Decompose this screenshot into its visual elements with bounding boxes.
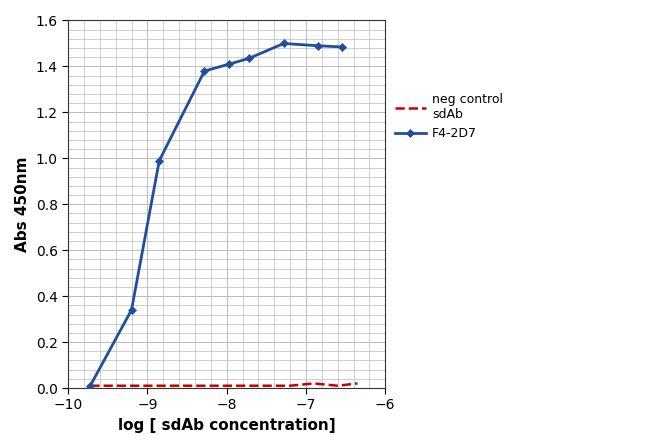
Line: neg control
sdAb: neg control sdAb (90, 383, 358, 386)
F4-2D7 (245, 56, 253, 61)
neg control
sdAb (263, 383, 270, 388)
F4-2D7 (338, 44, 346, 50)
Y-axis label: Abs 450nm: Abs 450nm (15, 156, 30, 252)
neg control
sdAb (333, 383, 341, 388)
neg control
sdAb (191, 383, 199, 388)
neg control
sdAb (120, 383, 127, 388)
F4-2D7 (225, 61, 233, 67)
neg control
sdAb (86, 383, 94, 388)
F4-2D7 (86, 383, 94, 388)
Line: F4-2D7: F4-2D7 (88, 41, 344, 388)
neg control
sdAb (144, 383, 151, 388)
neg control
sdAb (239, 383, 246, 388)
neg control
sdAb (100, 383, 108, 388)
F4-2D7 (280, 41, 288, 46)
neg control
sdAb (167, 383, 175, 388)
F4-2D7 (314, 43, 322, 48)
Legend: neg control
sdAb, F4-2D7: neg control sdAb, F4-2D7 (395, 93, 503, 140)
neg control
sdAb (215, 383, 223, 388)
F4-2D7 (127, 307, 135, 313)
neg control
sdAb (354, 381, 361, 386)
F4-2D7 (155, 158, 163, 164)
F4-2D7 (201, 69, 209, 74)
neg control
sdAb (310, 381, 318, 386)
neg control
sdAb (286, 383, 294, 388)
X-axis label: log [ sdAb concentration]: log [ sdAb concentration] (118, 418, 335, 433)
